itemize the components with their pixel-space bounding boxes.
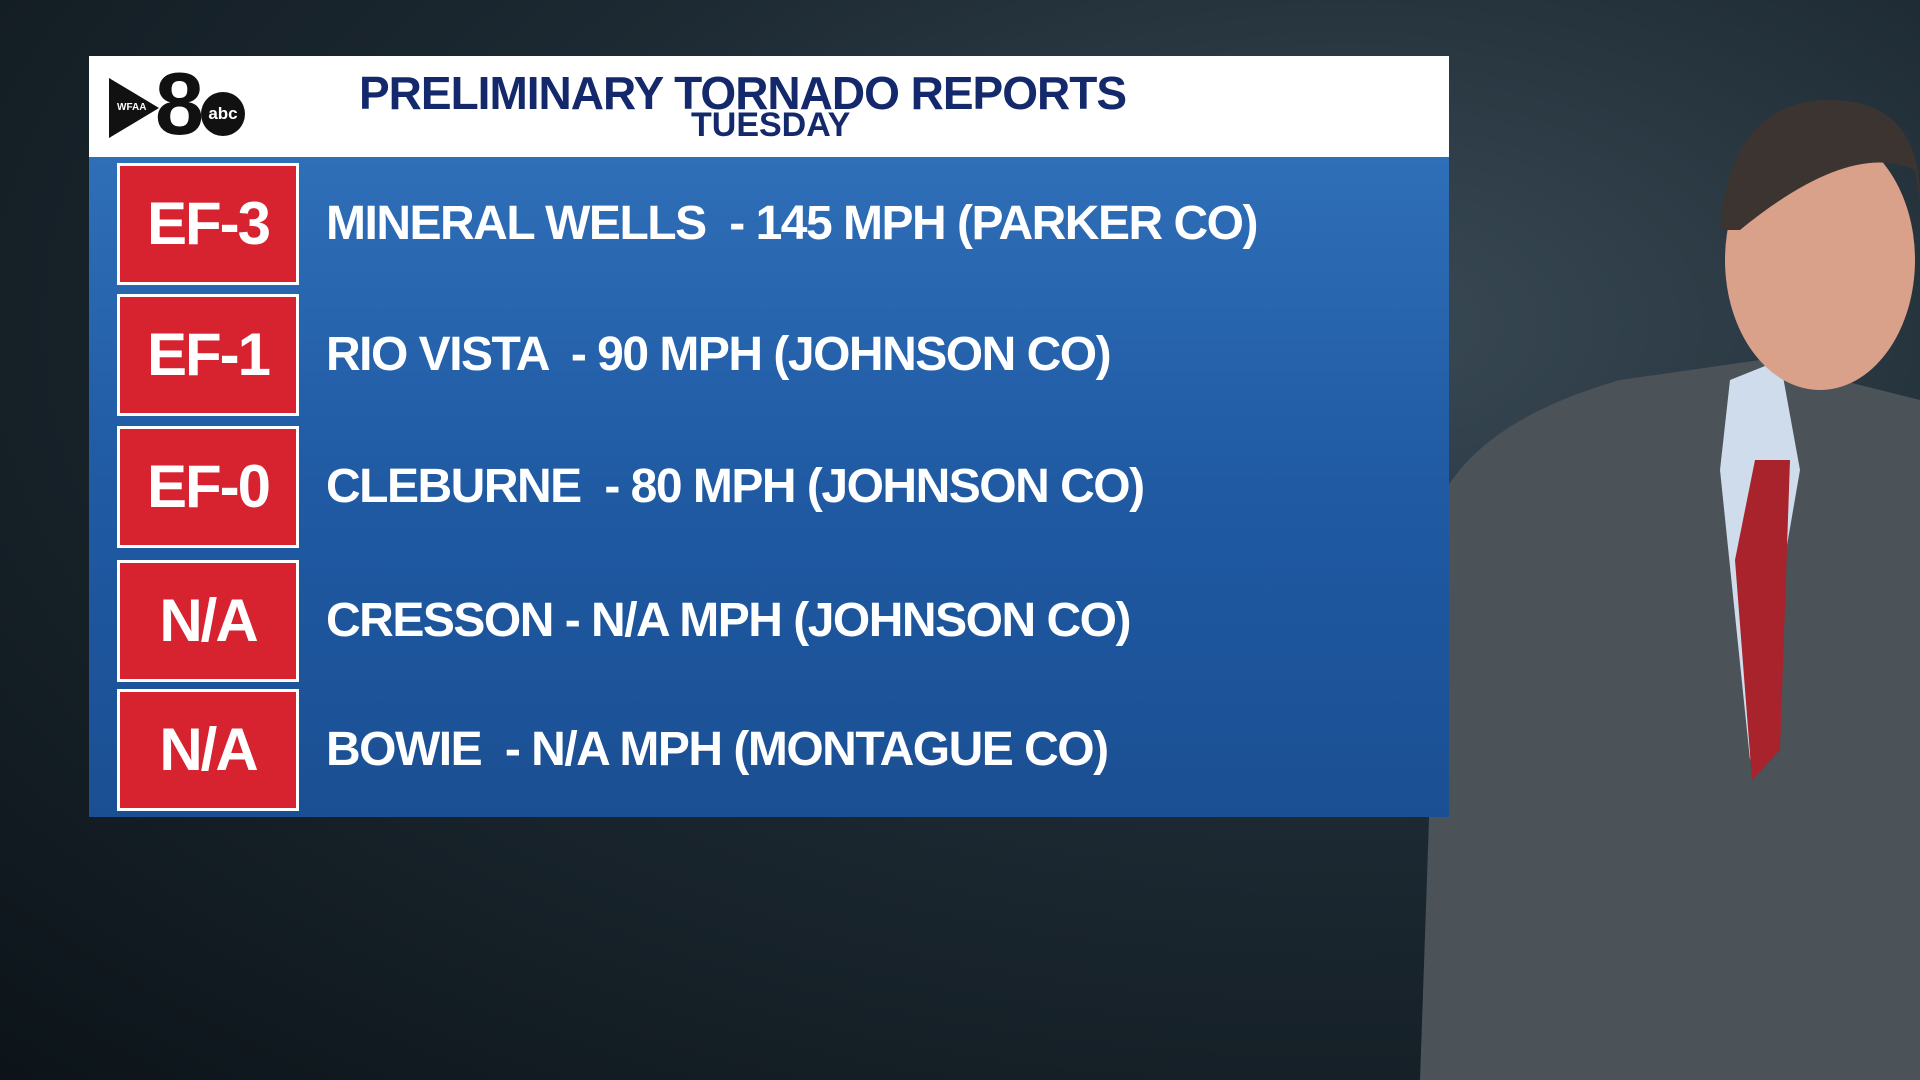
report-text: CLEBURNE - 80 MPH (JOHNSON CO) [326, 460, 1145, 513]
report-text: CRESSON - N/A MPH (JOHNSON CO) [326, 594, 1131, 647]
report-row: EF-0 CLEBURNE - 80 MPH (JOHNSON CO) [89, 426, 1449, 548]
rating-badge: N/A [117, 689, 299, 811]
title: PRELIMINARY TORNADO REPORTS [359, 67, 1127, 119]
logo-arrow [109, 78, 159, 138]
report-row: N/A CRESSON - N/A MPH (JOHNSON CO) [89, 560, 1449, 682]
rating-badge: EF-1 [117, 294, 299, 416]
report-row: N/A BOWIE - N/A MPH (MONTAGUE CO) [89, 689, 1449, 811]
report-panel: EF-3 MINERAL WELLS - 145 MPH (PARKER CO) E… [89, 157, 1449, 817]
subtitle: TUESDAY [691, 106, 851, 144]
logo: WFAA 8 abc [109, 60, 245, 148]
report-row: EF-1 RIO VISTA - 90 MPH (JOHNSON CO) [89, 294, 1449, 416]
header: WFAA 8 abc PRELIMINARY TORNADO REPORTS T… [89, 56, 1449, 157]
rating-badge: N/A [117, 560, 299, 682]
logo-network: abc [201, 92, 245, 136]
report-text: BOWIE - N/A MPH (MONTAGUE CO) [326, 723, 1109, 776]
logo-station: WFAA [117, 102, 147, 113]
hair [1720, 100, 1920, 230]
suit [1420, 360, 1920, 1080]
report-text: MINERAL WELLS - 145 MPH (PARKER CO) [326, 197, 1258, 250]
report-row: EF-3 MINERAL WELLS - 145 MPH (PARKER CO) [89, 163, 1449, 285]
rating-badge: EF-0 [117, 426, 299, 548]
logo-number: 8 [155, 54, 204, 153]
report-text: RIO VISTA - 90 MPH (JOHNSON CO) [326, 328, 1112, 381]
tie [1735, 460, 1790, 780]
rating-badge: EF-3 [117, 163, 299, 285]
